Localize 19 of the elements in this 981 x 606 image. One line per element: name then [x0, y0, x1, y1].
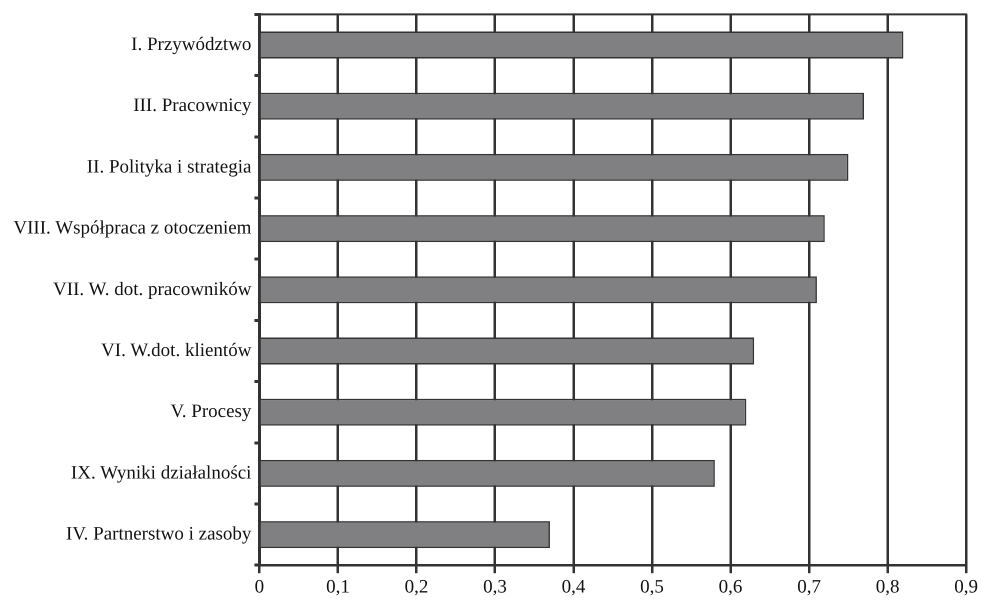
x-tick-label: 0,2 [404, 576, 428, 598]
x-tick-label: 0,6 [718, 576, 742, 598]
x-tick-label: 0,3 [483, 576, 507, 598]
y-tick-label: VIII. Współpraca z otoczeniem [13, 218, 252, 239]
y-tick-label: III. Pracownicy [133, 95, 252, 116]
y-tick-label: I. Przywództwo [131, 34, 252, 55]
x-tick-label: 0,7 [797, 576, 821, 598]
y-tick-label: VI. W.dot. klientów [101, 340, 252, 361]
x-tick-label: 0 [254, 576, 264, 598]
y-tick-label: IV. Partnerstwo i zasoby [66, 524, 252, 545]
x-tick-label: 0,4 [562, 576, 586, 598]
y-tick-label: IX. Wyniki działalności [70, 462, 252, 484]
x-tick-label: 0,5 [640, 576, 664, 598]
y-tick-label: VII. W. dot. pracowników [53, 278, 252, 300]
y-tick-label: V. Procesy [170, 401, 252, 422]
y-tick-label: II. Polityka i strategia [86, 156, 252, 178]
x-tick-label: 0,8 [876, 576, 900, 598]
x-tick-label: 0,9 [954, 576, 978, 598]
x-tick-label: 0,1 [326, 576, 350, 598]
